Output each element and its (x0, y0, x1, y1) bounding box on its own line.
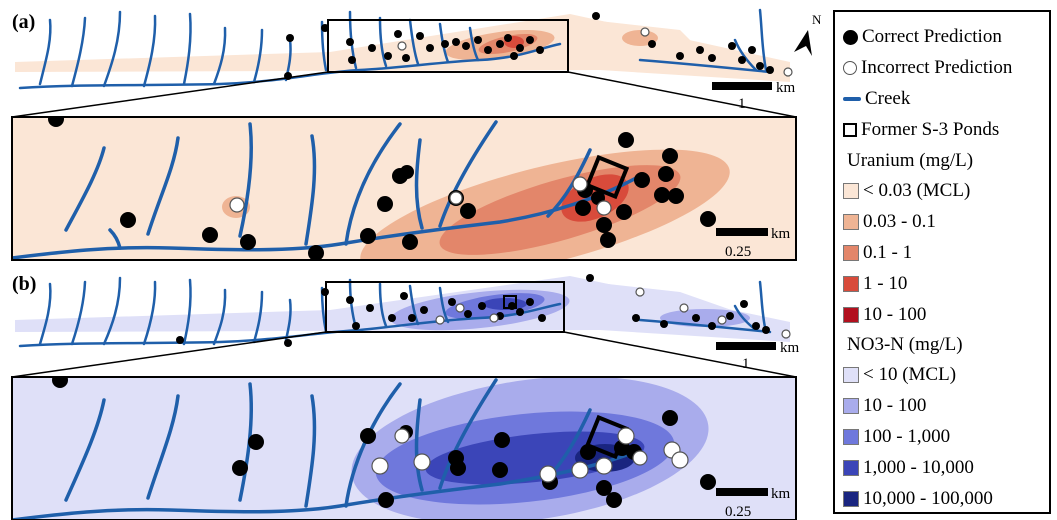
scalebar-inset-b-value: 0.25 (725, 504, 751, 520)
legend-nitrate-class-0: < 10 (MCL) (843, 362, 956, 388)
plume-east (660, 309, 750, 327)
swatch-icon (843, 429, 859, 445)
legend-label: < 10 (MCL) (863, 364, 957, 385)
scalebar-inset-b-unit: km (771, 486, 791, 502)
white-dot-icon (843, 61, 857, 75)
panel-a-label: (a) (12, 11, 35, 33)
wells-correct (284, 12, 774, 80)
legend-label: 10 - 100 (863, 304, 927, 325)
inset-leader-right (563, 331, 797, 378)
legend-uranium-class-2: 0.1 - 1 (843, 240, 912, 266)
legend-uranium-class-3: 1 - 10 (843, 271, 907, 297)
legend-label: < 0.03 (MCL) (863, 180, 971, 201)
blue-line-icon (843, 97, 861, 101)
scalebar-b-value: 1 (742, 356, 750, 372)
swatch-icon (843, 491, 859, 507)
inset-a: km 0.25 (11, 116, 797, 261)
north-label: N (812, 12, 822, 27)
legend-label: 1 - 10 (863, 273, 908, 294)
scalebar-inset-a-unit: km (771, 226, 791, 242)
square-outline-icon (843, 123, 857, 137)
scalebar-a-unit: km (776, 80, 796, 96)
swatch-icon (843, 183, 859, 199)
swatch-icon (843, 276, 859, 292)
legend-uranium-class-4: 10 - 100 (843, 302, 926, 328)
legend-nitrate-class-1: 10 - 100 (843, 393, 926, 419)
north-arrow: N (794, 12, 822, 56)
legend-label: Former S-3 Ponds (861, 119, 1000, 140)
inset-extent-box-a (327, 19, 569, 73)
inset-b: km 0.25 (11, 376, 797, 520)
panel-b-label: (b) (12, 273, 36, 295)
scalebar-b-unit: km (780, 340, 800, 356)
scalebar-inset-a-value: 0.25 (725, 244, 751, 260)
legend-correct: Correct Prediction (843, 24, 1002, 50)
panel-a-overview: N km 1 (a) (11, 8, 822, 118)
panel-b-overview: km 1 (b) (11, 273, 800, 378)
scalebar-a-value: 1 (738, 96, 746, 112)
legend-label: 1,000 - 10,000 (863, 457, 974, 478)
legend-uranium-title: Uranium (mg/L) (847, 150, 974, 171)
legend-nitrate-title: NO3-N (mg/L) (847, 334, 963, 355)
scalebar-inset-b (716, 488, 768, 496)
scalebar-b (716, 342, 776, 350)
scalebar-inset-a (716, 228, 768, 236)
legend-label: 10,000 - 100,000 (863, 488, 993, 509)
swatch-icon (843, 367, 859, 383)
inset-extent-box-b (325, 281, 565, 333)
wells-incorrect (397, 27, 793, 77)
inset-leader-left (11, 71, 329, 118)
legend-label: 0.1 - 1 (863, 242, 913, 263)
legend-label: Creek (865, 88, 911, 109)
legend-nitrate-class-2: 100 - 1,000 (843, 424, 950, 450)
legend-label: Correct Prediction (862, 26, 1002, 47)
legend-label: 100 - 1,000 (863, 426, 951, 447)
legend-uranium-class-1: 0.03 - 0.1 (843, 209, 936, 235)
swatch-icon (843, 460, 859, 476)
legend-nitrate-class-4: 10,000 - 100,000 (843, 486, 993, 512)
legend-nitrate-class-3: 1,000 - 10,000 (843, 455, 974, 481)
legend: Correct Prediction Incorrect Prediction … (833, 10, 1051, 514)
swatch-icon (843, 245, 859, 261)
legend-creek: Creek (843, 86, 910, 112)
legend-label: 10 - 100 (863, 395, 927, 416)
inset-leader-right (567, 71, 797, 118)
swatch-icon (843, 307, 859, 323)
scalebar-a (712, 82, 772, 90)
swatch-icon (843, 214, 859, 230)
legend-uranium-class-0: < 0.03 (MCL) (843, 178, 970, 204)
legend-ponds: Former S-3 Ponds (843, 117, 999, 143)
inset-leader-left (11, 331, 327, 378)
s3-ponds-a (584, 154, 630, 200)
black-dot-icon (843, 29, 858, 45)
legend-incorrect: Incorrect Prediction (843, 55, 1012, 81)
legend-label: 0.03 - 0.1 (863, 211, 936, 232)
map-figure: N km 1 (a) (11, 8, 822, 520)
swatch-icon (843, 398, 859, 414)
legend-label: Incorrect Prediction (861, 57, 1013, 78)
